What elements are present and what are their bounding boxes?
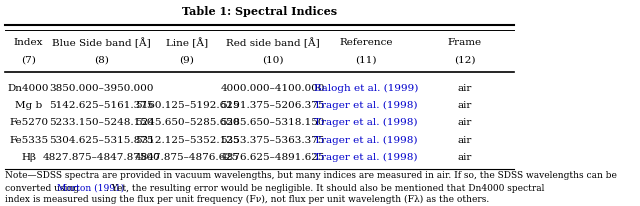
Text: 5353.375–5363.375: 5353.375–5363.375 xyxy=(220,136,325,144)
Text: Line [Å]: Line [Å] xyxy=(166,37,208,48)
Text: 4000.000–4100.000: 4000.000–4100.000 xyxy=(220,84,325,93)
Text: air: air xyxy=(458,101,472,110)
Text: 5142.625–5161.375: 5142.625–5161.375 xyxy=(49,101,154,110)
Text: 5191.375–5206.375: 5191.375–5206.375 xyxy=(220,101,325,110)
Text: Table 1: Spectral Indices: Table 1: Spectral Indices xyxy=(182,6,337,17)
Text: (12): (12) xyxy=(454,55,476,64)
Text: converted using: converted using xyxy=(5,184,82,193)
Text: 5285.650–5318.150: 5285.650–5318.150 xyxy=(220,118,325,127)
Text: (9): (9) xyxy=(179,55,195,64)
Text: air: air xyxy=(458,118,472,127)
Text: 4827.875–4847.87500: 4827.875–4847.87500 xyxy=(42,153,160,162)
Text: Trager et al. (1998): Trager et al. (1998) xyxy=(314,101,418,110)
Text: 5312.125–5352.125: 5312.125–5352.125 xyxy=(134,136,239,144)
Text: Trager et al. (1998): Trager et al. (1998) xyxy=(314,118,418,127)
Text: Fe5335: Fe5335 xyxy=(9,136,48,144)
Text: 4847.875–4876.625: 4847.875–4876.625 xyxy=(134,153,239,162)
Text: Blue Side band [Å]: Blue Side band [Å] xyxy=(52,37,150,48)
Text: Frame: Frame xyxy=(447,38,482,47)
Text: air: air xyxy=(458,84,472,93)
Text: 5304.625–5315.875: 5304.625–5315.875 xyxy=(49,136,154,144)
Text: Dn4000: Dn4000 xyxy=(8,84,49,93)
Text: 4876.625–4891.625: 4876.625–4891.625 xyxy=(220,153,325,162)
Text: (10): (10) xyxy=(262,55,284,64)
Text: 3850.000–3950.000: 3850.000–3950.000 xyxy=(49,84,154,93)
Text: Reference: Reference xyxy=(339,38,393,47)
Text: Balogh et al. (1999): Balogh et al. (1999) xyxy=(314,84,418,93)
Text: Morton (1991): Morton (1991) xyxy=(56,184,124,193)
Text: (11): (11) xyxy=(355,55,377,64)
Text: Index: Index xyxy=(14,38,44,47)
Text: Trager et al. (1998): Trager et al. (1998) xyxy=(314,153,418,162)
Text: Hβ: Hβ xyxy=(21,153,36,162)
Text: air: air xyxy=(458,136,472,144)
Text: Fe5270: Fe5270 xyxy=(9,118,48,127)
Text: 5160.125–5192.625: 5160.125–5192.625 xyxy=(134,101,239,110)
Text: (7): (7) xyxy=(21,55,36,64)
Text: Red side band [Å]: Red side band [Å] xyxy=(226,37,319,48)
Text: Mg b: Mg b xyxy=(15,101,42,110)
Text: index is measured using the flux per unit frequency (Fν), not flux per unit wave: index is measured using the flux per uni… xyxy=(5,195,490,204)
Text: 5233.150–5248.150: 5233.150–5248.150 xyxy=(49,118,154,127)
Text: air: air xyxy=(458,153,472,162)
Text: Note—SDSS spectra are provided in vacuum wavelengths, but many indices are measu: Note—SDSS spectra are provided in vacuum… xyxy=(5,171,617,180)
Text: Trager et al. (1998): Trager et al. (1998) xyxy=(314,135,418,145)
Text: . Yet, the resulting error would be negligible. It should also be mentioned that: . Yet, the resulting error would be negl… xyxy=(106,184,545,193)
Text: 5245.650–5285.650: 5245.650–5285.650 xyxy=(134,118,239,127)
Text: (8): (8) xyxy=(94,55,109,64)
